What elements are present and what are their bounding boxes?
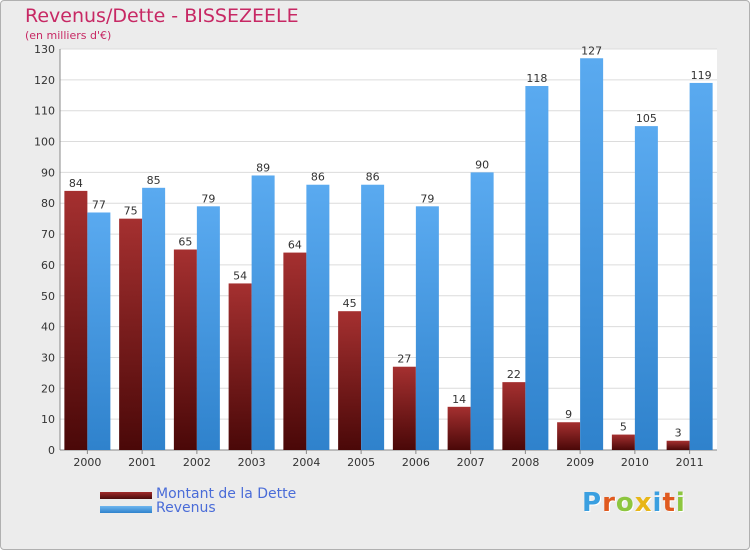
bar-dette [611, 434, 635, 450]
x-tick-label: 2011 [676, 456, 704, 469]
data-label: 85 [147, 174, 161, 187]
data-label: 79 [420, 192, 434, 205]
chart-title: Revenus/Dette - BISSEZEELE [25, 5, 299, 27]
data-label: 65 [178, 236, 192, 249]
bar-dette [119, 218, 143, 450]
legend-label-revenus: Revenus [156, 500, 216, 516]
bar-revenus [142, 187, 166, 451]
data-label: 89 [256, 161, 270, 174]
bar-dette [666, 440, 690, 450]
legend-swatch-revenus [100, 506, 152, 513]
y-tick-label: 80 [41, 197, 55, 210]
bar-revenus [470, 172, 494, 450]
x-tick-label: 2000 [73, 456, 101, 469]
data-label: 118 [526, 72, 547, 85]
y-tick-label: 40 [41, 321, 55, 334]
data-label: 27 [397, 353, 411, 366]
bar-revenus [689, 82, 713, 450]
y-tick-label: 120 [34, 74, 55, 87]
y-tick-label: 90 [41, 166, 55, 179]
x-tick-label: 2007 [457, 456, 485, 469]
bar-dette [557, 422, 581, 450]
data-label: 64 [288, 239, 302, 252]
x-tick-label: 2001 [128, 456, 156, 469]
x-tick-label: 2010 [621, 456, 649, 469]
bar-revenus [196, 206, 220, 450]
data-label: 79 [201, 192, 215, 205]
bar-revenus [525, 86, 549, 450]
bar-revenus [87, 212, 111, 450]
y-tick-label: 110 [34, 105, 55, 118]
x-tick-label: 2009 [566, 456, 594, 469]
bar-revenus [415, 206, 439, 450]
data-label: 75 [124, 205, 138, 218]
y-tick-label: 130 [34, 43, 55, 56]
bar-revenus [634, 126, 658, 450]
bar-revenus [580, 58, 604, 450]
data-label: 105 [636, 112, 657, 125]
data-label: 14 [452, 393, 466, 406]
bar-dette [392, 366, 416, 450]
data-label: 127 [581, 44, 602, 57]
bar-dette [228, 283, 252, 450]
data-label: 3 [675, 427, 682, 440]
x-tick-label: 2006 [402, 456, 430, 469]
plot-area [60, 49, 717, 450]
data-label: 9 [565, 408, 572, 421]
data-label: 86 [311, 171, 325, 184]
legend-swatch-dette [100, 492, 152, 499]
data-label: 90 [475, 158, 489, 171]
bar-revenus [251, 175, 275, 450]
bar-dette [64, 190, 88, 450]
y-tick-label: 50 [41, 290, 55, 303]
x-tick-label: 2004 [292, 456, 320, 469]
x-tick-label: 2002 [183, 456, 211, 469]
y-tick-label: 20 [41, 382, 55, 395]
y-tick-label: 10 [41, 413, 55, 426]
proxiti-logo: Proxiti [582, 488, 686, 518]
legend-label-dette: Montant de la Dette [156, 486, 297, 502]
data-label: 86 [366, 171, 380, 184]
bar-dette [338, 311, 362, 450]
data-label: 54 [233, 269, 247, 282]
bar-dette [447, 406, 471, 450]
data-label: 119 [691, 69, 712, 82]
x-tick-label: 2003 [238, 456, 266, 469]
y-tick-label: 30 [41, 351, 55, 364]
data-label: 5 [620, 421, 627, 434]
y-tick-label: 0 [48, 444, 55, 457]
bar-dette [173, 249, 197, 450]
x-tick-label: 2005 [347, 456, 375, 469]
y-tick-label: 100 [34, 136, 55, 149]
bar-revenus [361, 184, 385, 450]
y-tick-label: 70 [41, 228, 55, 241]
y-tick-label: 60 [41, 259, 55, 272]
data-label: 84 [69, 177, 83, 190]
data-label: 45 [343, 297, 357, 310]
data-label: 22 [507, 368, 521, 381]
bar-dette [502, 382, 526, 450]
chart-subtitle: (en milliers d'€) [25, 29, 112, 42]
bar-revenus [306, 184, 330, 450]
x-tick-label: 2008 [511, 456, 539, 469]
bar-dette [283, 252, 307, 450]
data-label: 77 [92, 198, 106, 211]
